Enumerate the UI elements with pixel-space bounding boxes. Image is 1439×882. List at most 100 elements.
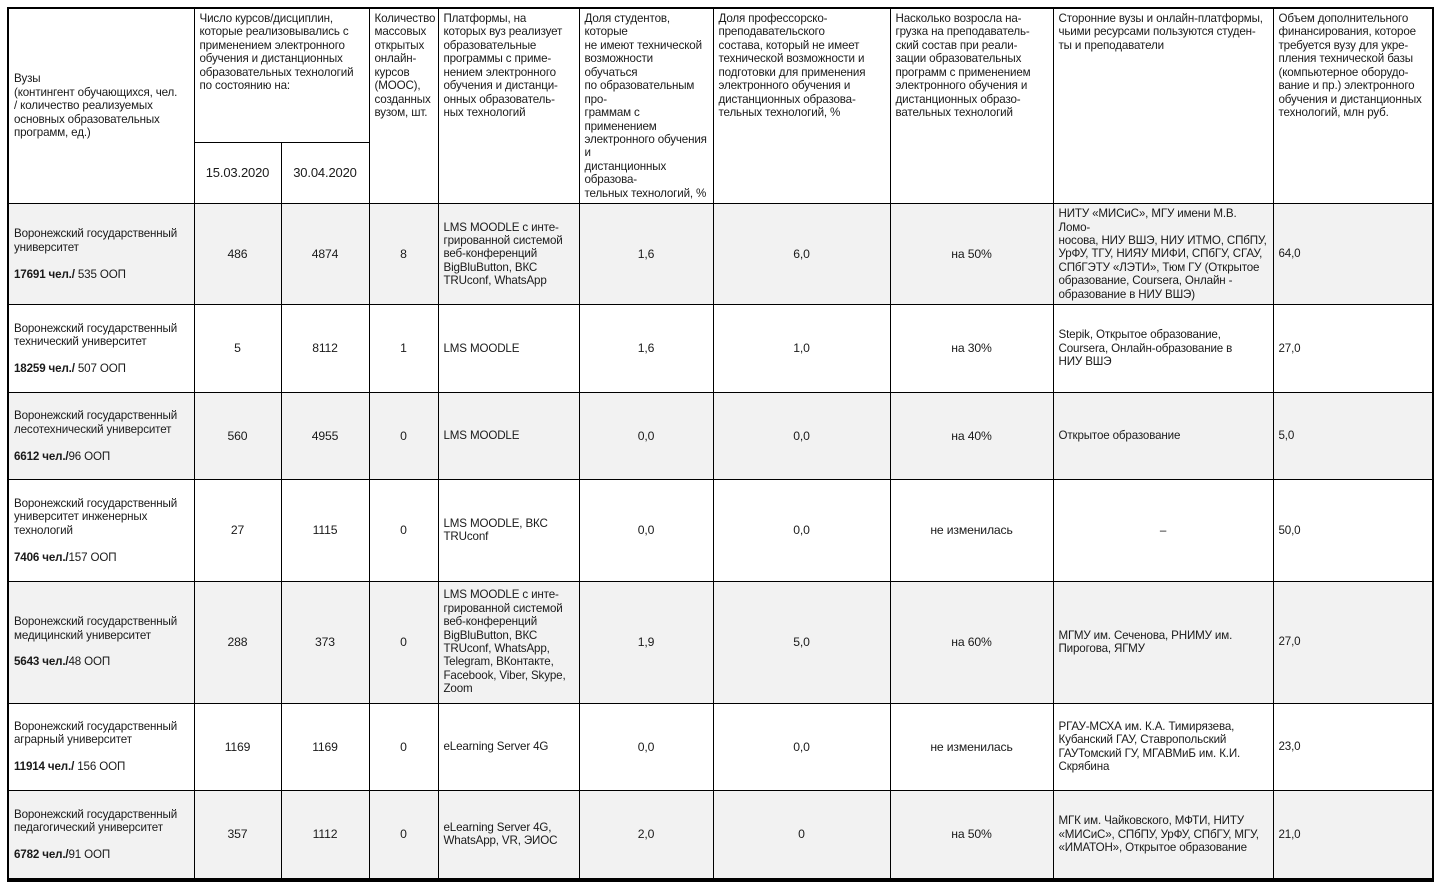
- table-row: Воронежский государственный медицинский …: [7, 580, 1434, 704]
- university-contingent: 17691 чел./: [14, 267, 75, 281]
- university-stats: 17691 чел./ 535 ООП: [14, 268, 189, 281]
- cell-load-increase: на 30%: [889, 304, 1054, 393]
- cell-courses-15-03: 5: [193, 304, 282, 393]
- header-date-30-04-2020: 30.04.2020: [280, 141, 370, 205]
- cell-faculty-share: 0,0: [712, 479, 891, 582]
- cell-platforms: LMS MOODLE: [437, 304, 580, 393]
- universities-elearning-table: Вузы (контингент обучающихся, чел. / кол…: [7, 7, 1434, 882]
- cell-platforms: LMS MOODLE: [437, 391, 580, 481]
- header-universities: Вузы (контингент обучающихся, чел. / кол…: [7, 7, 195, 205]
- cell-funding: 21,0: [1272, 790, 1434, 881]
- cell-platforms: LMS MOODLE с инте- грированной системой …: [437, 580, 580, 704]
- cell-university: Воронежский государственный педагогическ…: [7, 790, 195, 881]
- cell-external-resources: МГК им. Чайковского, МФТИ, НИТУ «МИСиС»,…: [1052, 790, 1274, 881]
- university-name: Воронежский государственный медицинский …: [14, 615, 178, 642]
- header-students-share: Доля студентов, которые не имеют техниче…: [578, 7, 714, 205]
- cell-students-share: 2,0: [578, 790, 714, 881]
- university-stats: 6782 чел./91 ООП: [14, 848, 189, 861]
- cell-courses-30-04: 373: [280, 580, 370, 704]
- cell-platforms: eLearning Server 4G, WhatsApp, VR, ЭИОС: [437, 790, 580, 881]
- cell-platforms: eLearning Server 4G: [437, 702, 580, 792]
- cell-students-share: 1,6: [578, 304, 714, 393]
- cell-funding: 27,0: [1272, 304, 1434, 393]
- cell-load-increase: не изменилась: [889, 479, 1054, 582]
- table-body: Воронежский государственный университет …: [7, 203, 1434, 881]
- cell-courses-15-03: 288: [193, 580, 282, 704]
- cell-faculty-share: 0,0: [712, 391, 891, 481]
- header-faculty-share: Доля профессорско- преподавательского со…: [712, 7, 891, 205]
- cell-students-share: 1,9: [578, 580, 714, 704]
- cell-load-increase: на 60%: [889, 580, 1054, 704]
- cell-courses-15-03: 27: [193, 479, 282, 582]
- cell-funding: 50,0: [1272, 479, 1434, 582]
- cell-students-share: 0,0: [578, 391, 714, 481]
- university-stats: 11914 чел./ 156 ООП: [14, 760, 189, 773]
- table-row: Воронежский государственный аграрный уни…: [7, 702, 1434, 792]
- cell-mooc-count: 0: [368, 580, 439, 704]
- cell-courses-30-04: 4874: [280, 203, 370, 306]
- university-name: Воронежский государственный университет …: [14, 496, 178, 537]
- cell-faculty-share: 0: [712, 790, 891, 881]
- cell-mooc-count: 0: [368, 702, 439, 792]
- university-stats: 18259 чел./ 507 ООП: [14, 362, 189, 375]
- university-contingent: 6612 чел./: [14, 449, 69, 463]
- header-platforms: Платформы, на которых вуз реализует обра…: [437, 7, 580, 205]
- cell-courses-30-04: 8112: [280, 304, 370, 393]
- cell-faculty-share: 5,0: [712, 580, 891, 704]
- table-header: Вузы (контингент обучающихся, чел. / кол…: [7, 7, 1434, 205]
- cell-mooc-count: 0: [368, 479, 439, 582]
- table-row: Воронежский государственный университет …: [7, 203, 1434, 306]
- cell-funding: 27,0: [1272, 580, 1434, 704]
- table-row: Воронежский государственный педагогическ…: [7, 790, 1434, 881]
- cell-courses-15-03: 357: [193, 790, 282, 881]
- cell-external-resources: Stepik, Открытое образование, Coursera, …: [1052, 304, 1274, 393]
- cell-courses-30-04: 1112: [280, 790, 370, 881]
- university-contingent: 5643 чел./: [14, 655, 69, 669]
- university-stats: 7406 чел./157 ООП: [14, 551, 189, 564]
- header-external-resources: Сторонние вузы и онлайн-платформы, чьими…: [1052, 7, 1274, 205]
- cell-mooc-count: 0: [368, 790, 439, 881]
- header-funding: Объем дополнительного финансирования, ко…: [1272, 7, 1434, 205]
- cell-university: Воронежский государственный медицинский …: [7, 580, 195, 704]
- cell-students-share: 0,0: [578, 479, 714, 582]
- cell-courses-30-04: 4955: [280, 391, 370, 481]
- cell-courses-15-03: 560: [193, 391, 282, 481]
- cell-external-resources: –: [1052, 479, 1274, 582]
- university-programs: 91 ООП: [68, 847, 111, 861]
- cell-faculty-share: 0,0: [712, 702, 891, 792]
- cell-mooc-count: 0: [368, 391, 439, 481]
- university-name: Воронежский государственный университет: [14, 227, 178, 254]
- cell-load-increase: не изменилась: [889, 702, 1054, 792]
- header-row-main: Вузы (контингент обучающихся, чел. / кол…: [7, 7, 1434, 205]
- header-load-increase: Насколько возросла на- грузка на препода…: [889, 7, 1054, 205]
- table-row: Воронежский государственный университет …: [7, 479, 1434, 582]
- cell-funding: 23,0: [1272, 702, 1434, 792]
- university-name: Воронежский государственный технический …: [14, 321, 178, 349]
- cell-mooc-count: 8: [368, 203, 439, 306]
- university-contingent: 7406 чел./: [14, 550, 69, 564]
- cell-load-increase: на 50%: [889, 203, 1054, 306]
- university-stats: 5643 чел./48 ООП: [14, 655, 189, 668]
- university-name: Воронежский государственный аграрный уни…: [14, 719, 178, 747]
- cell-courses-15-03: 486: [193, 203, 282, 306]
- header-mooc-count: Количество массовых открытых онлайн- кур…: [368, 7, 439, 205]
- university-contingent: 11914 чел./: [14, 760, 75, 774]
- cell-university: Воронежский государственный технический …: [7, 304, 195, 393]
- university-programs: 507 ООП: [74, 361, 126, 375]
- table-row: Воронежский государственный технический …: [7, 304, 1434, 393]
- header-row-dates: 15.03.2020 30.04.2020: [8, 141, 1433, 205]
- cell-university: Воронежский государственный университет …: [7, 203, 195, 306]
- cell-faculty-share: 1,0: [712, 304, 891, 393]
- cell-platforms: LMS MOODLE с инте- грированной системой …: [437, 203, 580, 306]
- cell-faculty-share: 6,0: [712, 203, 891, 306]
- cell-university: Воронежский государственный лесотехничес…: [7, 391, 195, 481]
- cell-load-increase: на 50%: [889, 790, 1054, 881]
- cell-funding: 5,0: [1272, 391, 1434, 481]
- header-courses-count: Число курсов/дисциплин, которые реализов…: [193, 7, 370, 143]
- cell-students-share: 0,0: [578, 702, 714, 792]
- cell-students-share: 1,6: [578, 203, 714, 306]
- university-contingent: 18259 чел./: [14, 361, 75, 375]
- cell-load-increase: на 40%: [889, 391, 1054, 481]
- cell-courses-15-03: 1169: [193, 702, 282, 792]
- university-programs: 535 ООП: [74, 267, 126, 281]
